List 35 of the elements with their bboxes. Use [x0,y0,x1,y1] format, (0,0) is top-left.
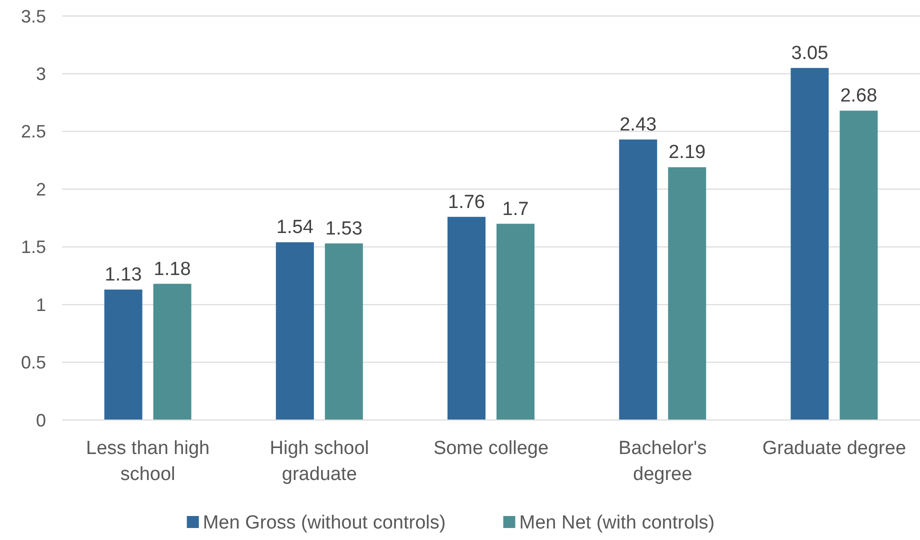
y-tick-label: 0.5 [20,352,46,373]
x-tick-label: Less than high school [86,438,210,485]
bar [496,224,534,420]
y-tick-label: 0 [36,410,46,430]
bar [104,290,142,420]
data-label: 1.13 [104,264,142,286]
data-label: 1.53 [325,218,362,240]
data-label: 1.18 [154,258,191,280]
y-tick-label: 1.5 [20,237,46,258]
bar [324,243,363,420]
y-tick-label: 1 [36,294,46,315]
bar [840,110,878,420]
bar [276,242,314,420]
legend-label: Men Net (with controls) [519,512,715,534]
x-tick-label: High school graduate [270,438,370,485]
x-tick-label: Graduate degree [762,438,906,459]
bar [790,68,829,420]
y-tick-label: 2 [36,179,46,200]
x-tick-label: Some college [433,438,549,459]
data-label: 1.54 [276,217,314,238]
data-label: 1.7 [502,198,529,220]
legend-label: Men Gross (without controls) [202,512,446,534]
bar [153,284,192,420]
data-label: 2.19 [668,142,706,164]
data-label: 3.05 [791,42,828,64]
y-tick-label: 3.5 [20,6,46,26]
data-label: 2.68 [840,86,878,107]
y-tick-label: 2.5 [20,122,46,142]
bar [448,216,486,420]
x-tick-label: Bachelor's degree [618,438,707,485]
data-label: 2.43 [620,114,657,136]
data-label: 1.76 [448,192,485,213]
bar [619,140,658,420]
y-tick-label: 3 [36,64,46,84]
bar [668,167,706,420]
